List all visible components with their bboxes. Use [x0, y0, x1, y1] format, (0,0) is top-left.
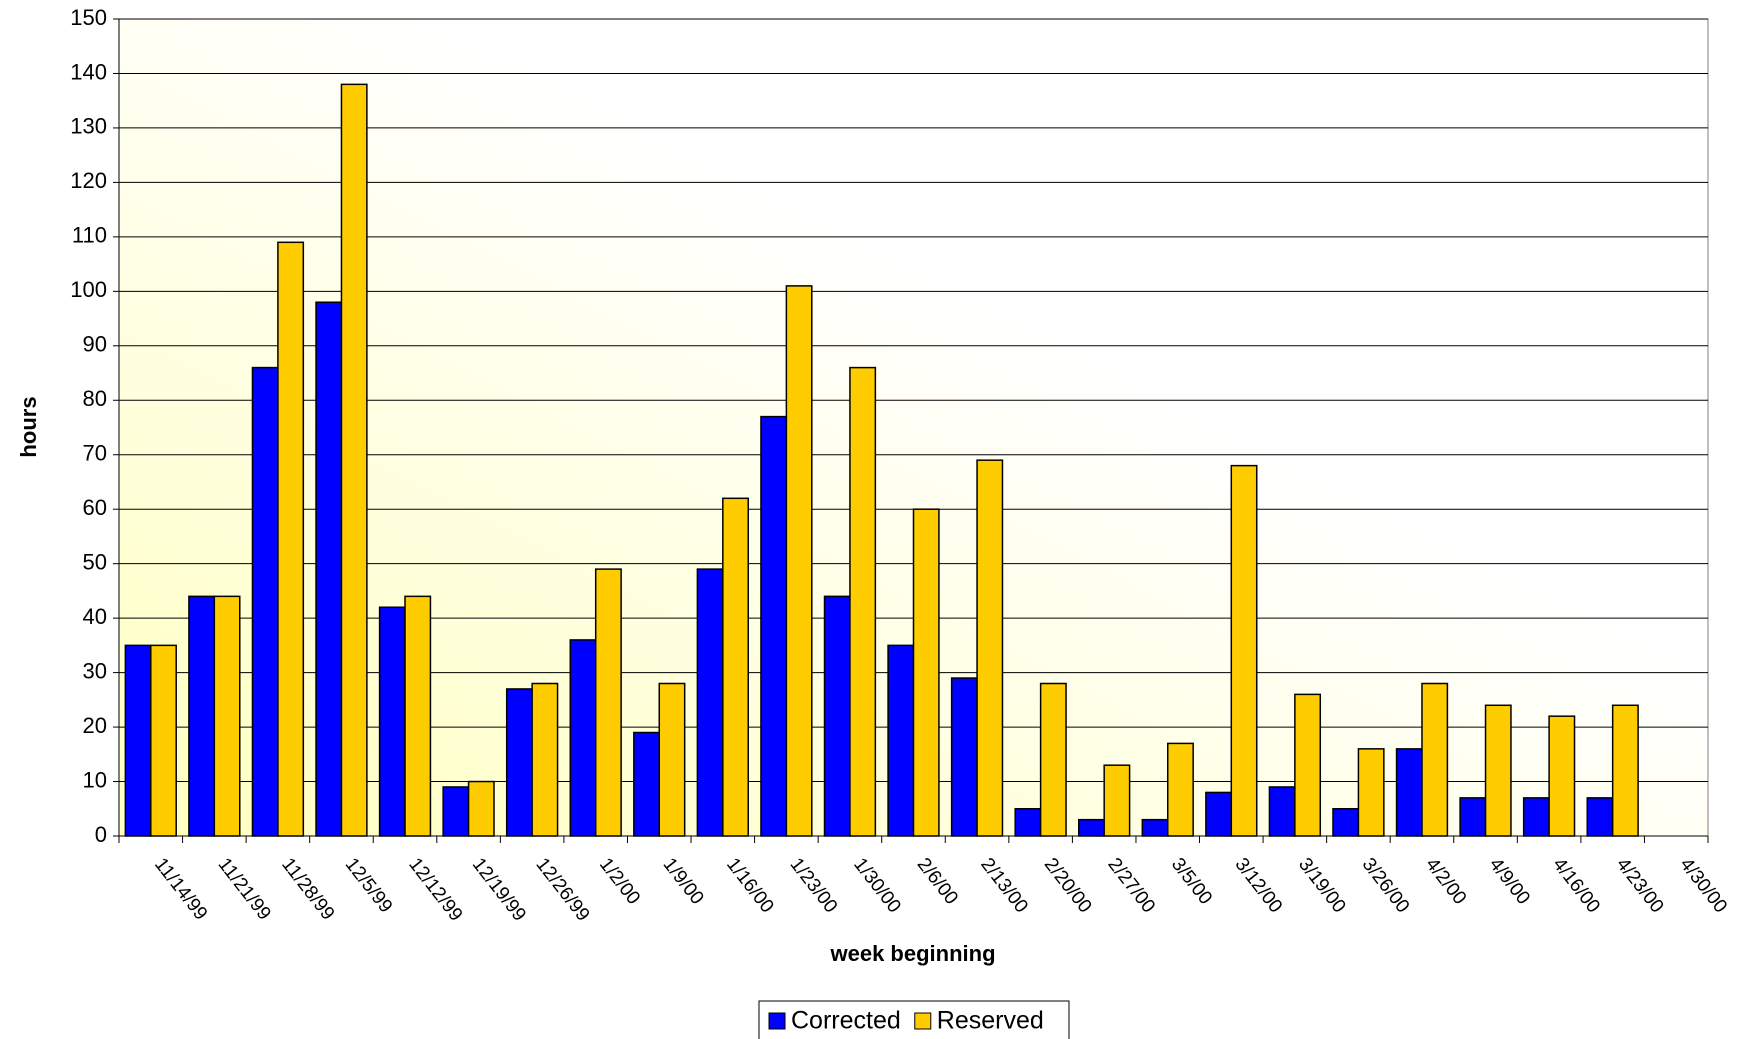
y-tick-label: 110 — [72, 223, 107, 248]
x-tick-label: 1/16/00 — [722, 854, 778, 917]
bar — [1484, 704, 1512, 837]
x-tick-label: 4/2/00 — [1421, 854, 1470, 909]
y-tick-label: 30 — [83, 658, 107, 683]
bar — [633, 731, 661, 837]
bar — [696, 568, 724, 837]
bar — [1014, 808, 1042, 837]
x-tick-label: 4/9/00 — [1485, 854, 1534, 909]
bar — [1395, 748, 1423, 837]
bar — [442, 786, 470, 837]
y-tick-label: 20 — [83, 713, 107, 738]
legend-label: Corrected — [791, 1007, 901, 1035]
y-tick-label: 0 — [95, 822, 107, 847]
x-tick-label: 2/13/00 — [976, 854, 1032, 917]
x-tick-label: 3/5/00 — [1167, 854, 1216, 909]
bar — [150, 644, 177, 837]
bar — [976, 459, 1004, 837]
bar — [1611, 704, 1639, 837]
bar — [912, 508, 940, 837]
bar — [950, 677, 978, 837]
bar — [1103, 764, 1131, 837]
bar — [251, 366, 279, 837]
x-tick-label: 1/2/00 — [595, 854, 644, 909]
legend-label: Reserved — [937, 1007, 1044, 1035]
bar — [1166, 742, 1194, 837]
x-tick-label: 12/12/99 — [404, 854, 466, 925]
bar — [315, 301, 343, 837]
bar — [1459, 797, 1487, 837]
x-tick-label: 3/19/00 — [1294, 854, 1350, 917]
bar — [404, 595, 432, 837]
bar — [1332, 808, 1360, 837]
bar — [722, 497, 749, 837]
x-tick-label: 12/26/99 — [531, 854, 593, 925]
bar — [1205, 791, 1233, 837]
bar — [1548, 715, 1576, 837]
bar — [594, 568, 622, 837]
x-tick-label: 4/30/00 — [1675, 854, 1731, 917]
x-tick-label: 4/23/00 — [1612, 854, 1668, 917]
legend-box — [758, 1000, 1070, 1039]
bar — [340, 83, 368, 837]
x-axis-title: week beginning — [829, 941, 995, 966]
y-tick-label: 60 — [83, 495, 107, 520]
bar — [1357, 748, 1385, 837]
bar — [188, 595, 216, 837]
y-tick-label: 80 — [83, 386, 107, 411]
x-tick-label: 2/20/00 — [1040, 854, 1096, 917]
bar — [213, 595, 241, 837]
bar — [531, 682, 559, 837]
x-tick-label: 11/28/99 — [277, 854, 338, 924]
bar — [277, 241, 305, 837]
bar — [887, 644, 915, 837]
y-axis-title: hours — [16, 396, 41, 457]
y-tick-label: 150 — [70, 5, 107, 30]
bar — [1230, 464, 1258, 837]
bar — [1421, 682, 1449, 837]
legend-swatch — [914, 1012, 932, 1030]
x-tick-label: 4/16/00 — [1548, 854, 1604, 917]
y-tick-label: 70 — [83, 441, 107, 466]
x-tick-label: 11/14/99 — [150, 854, 211, 924]
y-tick-label: 10 — [83, 767, 107, 792]
bar — [1141, 818, 1169, 837]
bar — [378, 606, 406, 837]
x-tick-label: 2/6/00 — [913, 854, 962, 909]
x-tick-label: 11/21/99 — [214, 854, 275, 924]
bar — [658, 682, 686, 837]
y-tick-label: 130 — [70, 114, 107, 139]
x-tick-label: 1/23/00 — [786, 854, 842, 917]
bar — [823, 595, 851, 837]
y-tick-label: 40 — [83, 604, 107, 629]
y-tick-label: 90 — [83, 332, 107, 357]
y-tick-label: 120 — [70, 168, 107, 193]
x-tick-label: 2/27/00 — [1103, 854, 1159, 917]
legend-swatch — [768, 1012, 786, 1030]
bar — [1078, 818, 1105, 837]
bar — [467, 780, 495, 837]
bar — [124, 644, 152, 837]
bar — [785, 285, 813, 837]
bar — [1039, 682, 1067, 837]
y-tick-label: 140 — [70, 59, 107, 84]
bar — [1522, 797, 1550, 837]
bar — [1294, 693, 1322, 837]
bar — [849, 366, 877, 837]
bar — [760, 415, 788, 837]
x-tick-label: 3/12/00 — [1231, 854, 1287, 917]
x-tick-label: 12/19/99 — [468, 854, 530, 925]
x-tick-label: 1/9/00 — [658, 854, 707, 909]
x-tick-label: 1/30/00 — [849, 854, 905, 917]
bar — [1268, 786, 1296, 837]
y-tick-label: 50 — [83, 549, 107, 574]
bar — [1586, 797, 1614, 837]
x-tick-label: 12/5/99 — [341, 854, 397, 917]
y-tick-label: 100 — [70, 277, 107, 302]
bar — [569, 639, 597, 837]
x-tick-label: 3/26/00 — [1358, 854, 1414, 917]
bar — [505, 688, 533, 837]
